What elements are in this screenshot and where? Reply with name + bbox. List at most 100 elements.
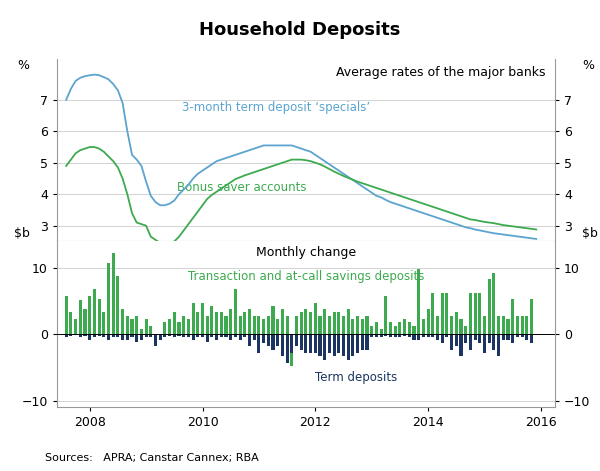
Bar: [478, 334, 481, 343]
Bar: [102, 312, 106, 334]
Bar: [281, 334, 284, 356]
Bar: [436, 316, 439, 334]
Bar: [516, 316, 519, 334]
Bar: [469, 334, 472, 349]
Bar: [253, 334, 256, 340]
Bar: [516, 334, 519, 337]
Bar: [187, 334, 190, 337]
Bar: [229, 309, 232, 334]
Bar: [149, 334, 152, 337]
Bar: [460, 319, 463, 334]
Bar: [422, 334, 425, 337]
Bar: [286, 316, 289, 334]
Bar: [271, 306, 275, 334]
Bar: [257, 334, 260, 353]
Bar: [450, 334, 453, 349]
Bar: [497, 316, 500, 334]
Bar: [290, 334, 293, 353]
Bar: [332, 312, 335, 334]
Bar: [112, 253, 115, 334]
Bar: [243, 312, 247, 334]
Bar: [530, 334, 533, 343]
Bar: [356, 334, 359, 353]
Bar: [337, 312, 340, 334]
Bar: [380, 329, 383, 334]
Bar: [182, 334, 185, 337]
Bar: [121, 334, 124, 340]
Bar: [281, 309, 284, 334]
Text: Household Deposits: Household Deposits: [199, 21, 401, 39]
Bar: [464, 334, 467, 343]
Bar: [455, 334, 458, 346]
Bar: [342, 334, 345, 356]
Bar: [93, 334, 96, 337]
Bar: [121, 309, 124, 334]
Bar: [422, 319, 425, 334]
Bar: [65, 296, 68, 334]
Bar: [445, 334, 448, 337]
Bar: [394, 326, 397, 334]
Bar: [234, 334, 237, 337]
Bar: [154, 334, 157, 340]
Bar: [403, 334, 406, 336]
Bar: [380, 334, 383, 337]
Bar: [314, 302, 317, 334]
Bar: [262, 334, 265, 343]
Bar: [483, 316, 486, 334]
Bar: [196, 312, 199, 334]
Bar: [211, 334, 214, 337]
Bar: [440, 292, 444, 334]
Bar: [215, 334, 218, 340]
Bar: [286, 334, 289, 363]
Bar: [248, 334, 251, 346]
Bar: [530, 299, 533, 334]
Text: Transaction and at-call savings deposits: Transaction and at-call savings deposits: [188, 270, 424, 283]
Bar: [455, 312, 458, 334]
Bar: [154, 334, 157, 346]
Bar: [436, 334, 439, 340]
Bar: [173, 334, 176, 337]
Bar: [361, 334, 364, 349]
Bar: [130, 319, 134, 334]
Bar: [375, 334, 378, 337]
Bar: [488, 334, 491, 343]
Bar: [460, 334, 463, 356]
Bar: [126, 316, 129, 334]
Text: %: %: [17, 59, 29, 72]
Bar: [521, 334, 524, 337]
Bar: [473, 334, 476, 340]
Bar: [497, 334, 500, 356]
Bar: [403, 319, 406, 334]
Text: $b: $b: [14, 227, 29, 240]
Bar: [427, 334, 430, 337]
Bar: [412, 334, 416, 340]
Bar: [158, 334, 162, 340]
Bar: [502, 334, 505, 340]
Bar: [389, 323, 392, 334]
Bar: [365, 334, 368, 349]
Bar: [239, 334, 242, 340]
Bar: [220, 334, 223, 337]
Bar: [309, 312, 312, 334]
Bar: [196, 334, 199, 337]
Bar: [107, 263, 110, 334]
Text: $b: $b: [583, 227, 598, 240]
Bar: [319, 316, 322, 334]
Bar: [178, 323, 181, 334]
Bar: [332, 334, 335, 356]
Bar: [445, 292, 448, 334]
Bar: [271, 334, 275, 349]
Bar: [483, 334, 486, 353]
Bar: [79, 300, 82, 334]
Bar: [98, 334, 101, 336]
Bar: [469, 292, 472, 334]
Bar: [347, 309, 350, 334]
Bar: [145, 319, 148, 334]
Bar: [88, 334, 91, 340]
Bar: [525, 316, 529, 334]
Bar: [319, 334, 322, 356]
Bar: [206, 316, 209, 334]
Bar: [384, 296, 388, 334]
Bar: [234, 289, 237, 334]
Bar: [107, 334, 110, 340]
